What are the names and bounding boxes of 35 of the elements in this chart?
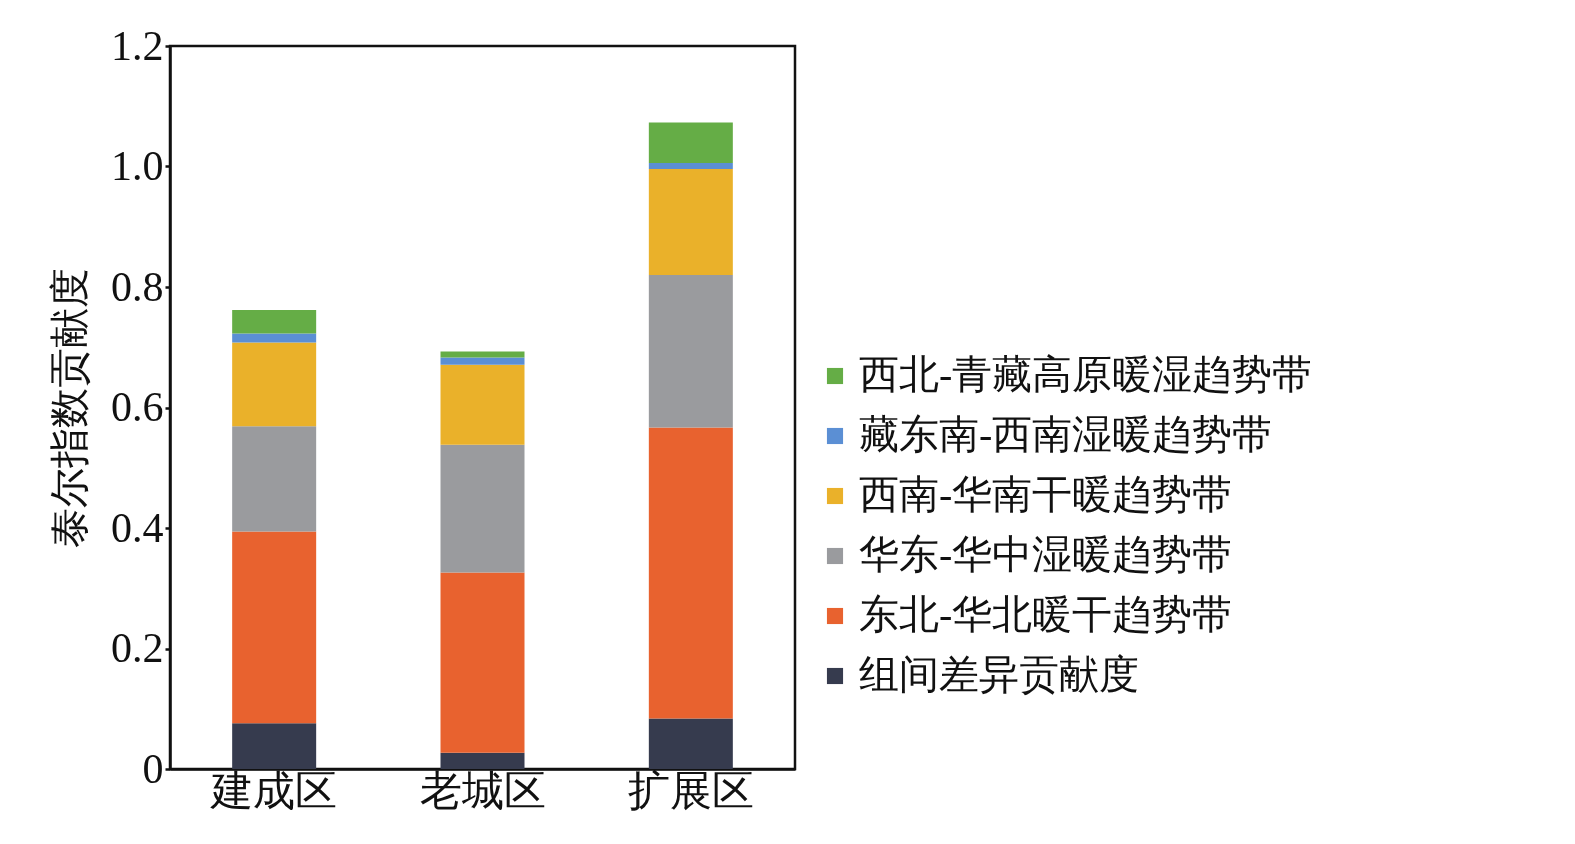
y-tick-label: 1.2	[111, 22, 164, 69]
y-tick-label: 0.6	[111, 384, 164, 430]
y-tick-label: 0	[142, 745, 164, 792]
legend-label: 组间差异贡献度	[859, 652, 1139, 697]
bar	[232, 309, 317, 334]
x-tick-label: 扩展区	[627, 767, 754, 814]
legend-label: 西北-青藏高原暖湿趋势带	[859, 352, 1313, 397]
legend-label: 东北-华北暖干趋势带	[859, 592, 1233, 637]
bar	[440, 444, 525, 573]
bar	[232, 333, 317, 343]
bar	[440, 357, 525, 365]
bar	[440, 752, 525, 769]
bar	[648, 274, 733, 428]
y-tick-label: 0.8	[111, 263, 164, 310]
bar	[232, 723, 317, 769]
legend-label: 西南-华南干暖趋势带	[859, 472, 1233, 517]
x-tick-label: 老城区	[419, 767, 546, 814]
y-tick-label: 1.0	[111, 143, 164, 189]
y-tick-label: 0.2	[111, 625, 164, 671]
bar	[648, 168, 733, 275]
bar	[440, 572, 525, 753]
bar	[232, 426, 317, 532]
bar	[648, 162, 733, 169]
bar	[648, 427, 733, 719]
bar	[440, 351, 525, 358]
legend-label: 藏东南-西南湿暖趋势带	[859, 412, 1273, 457]
legend-label: 华东-华中湿暖趋势带	[859, 532, 1233, 577]
bar	[232, 531, 317, 724]
bar	[648, 718, 733, 769]
x-tick-label: 建成区	[210, 767, 338, 814]
y-axis-title: 泰尔指数贡献度	[47, 268, 92, 548]
bar	[648, 122, 733, 163]
y-tick-label: 0.4	[111, 504, 164, 551]
bar	[440, 364, 525, 445]
bar	[232, 342, 317, 427]
